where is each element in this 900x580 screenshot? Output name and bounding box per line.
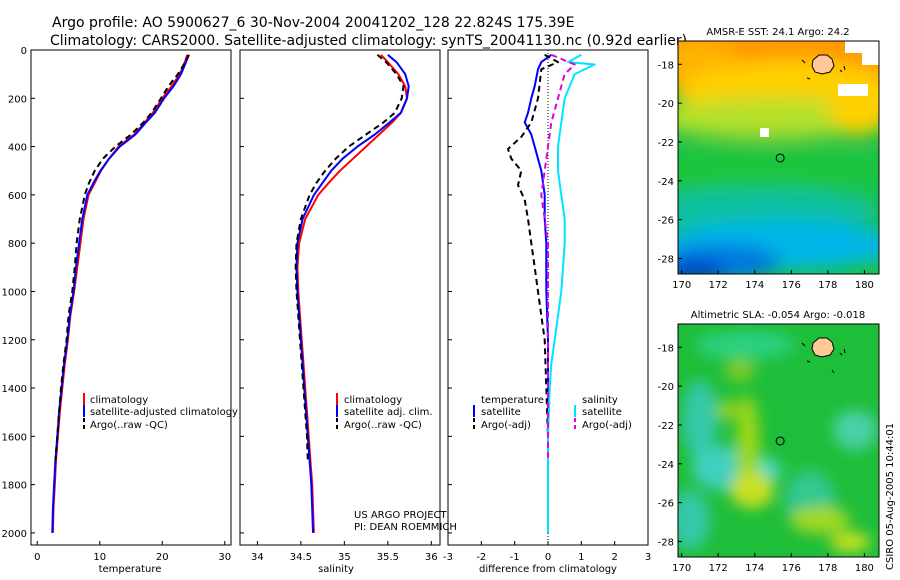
- legend-satellite-adjusted: satellite-adjusted climatology: [90, 407, 238, 418]
- project-note-line-1: US ARGO PROJECT: [354, 510, 448, 521]
- map-x-tick-label: 180: [855, 563, 874, 574]
- x-tick-label: 0: [545, 552, 551, 563]
- legend-temperature-title: temperature: [481, 395, 544, 406]
- legend-climatology: climatology: [90, 395, 148, 406]
- temperature-legend: climatology satellite-adjusted climatolo…: [83, 393, 238, 431]
- map-y-tick-label: -20: [658, 99, 674, 110]
- legend-temp-satellite: satellite: [481, 407, 521, 418]
- y-tick-label: 1600: [2, 432, 27, 443]
- y-tick-label: 1800: [2, 481, 27, 492]
- header-line-1: Argo profile: AO 5900627_6 30-Nov-2004 2…: [52, 15, 574, 31]
- x-tick-label: 35.5: [377, 552, 399, 563]
- map-y-tick-label: -20: [658, 382, 674, 393]
- map-x-tick-label: 180: [855, 280, 874, 291]
- map-x-tick-label: 170: [672, 563, 691, 574]
- legend-argo: Argo(..raw -QC): [90, 420, 168, 431]
- legend-salinity-title: salinity: [582, 395, 618, 406]
- project-note-line-2: PI: DEAN ROEMMICH: [354, 522, 457, 533]
- temperature-panel: [30, 49, 232, 546]
- x-tick-label: 10: [93, 552, 106, 563]
- sla-map: [678, 324, 879, 557]
- x-tick-label: 0: [34, 552, 40, 563]
- x-tick-label: 34: [251, 552, 264, 563]
- map-x-tick-label: 176: [782, 563, 801, 574]
- x-tick-label: 34.5: [290, 552, 312, 563]
- x-axis-label-salinity: salinity: [318, 564, 354, 575]
- series-line-climatology: [296, 54, 408, 533]
- map-x-tick-label: 172: [709, 280, 728, 291]
- legend-climatology: climatology: [344, 395, 402, 406]
- y-tick-label: 800: [8, 239, 27, 250]
- series-line-argo-raw-qc-: [294, 54, 405, 461]
- map-x-tick-label: 170: [672, 280, 691, 291]
- map-x-tick-label: 176: [782, 280, 801, 291]
- y-tick-label: 1200: [2, 336, 27, 347]
- map-y-tick-label: -22: [658, 138, 674, 149]
- x-tick-label: -1: [510, 552, 520, 563]
- sst-map: [678, 41, 879, 274]
- x-tick-label: 2: [611, 552, 617, 563]
- profile-panel-1: 34 34.5 35 35.5 36: [240, 49, 438, 563]
- x-tick-label: 3: [645, 552, 651, 563]
- x-tick-label: -3: [443, 552, 453, 563]
- y-tick-label: 400: [8, 143, 27, 154]
- series-line-satellite: [547, 53, 596, 533]
- map-x-tick-label: 172: [709, 563, 728, 574]
- map-axes-4: 170 172 174 176 178 180 -18 -20 -22 -24 -26 -28: [658, 343, 874, 574]
- legend-temp-argo: Argo(-adj): [481, 420, 531, 431]
- series-line-argo-adj-: [540, 53, 576, 461]
- map-axes-3: 170 172 174 176 178 180 -18 -20 -22 -24 -26 -28: [658, 60, 874, 291]
- map-y-tick-label: -24: [658, 460, 674, 471]
- x-tick-label: 36: [425, 552, 438, 563]
- map-y-tick-label: -22: [658, 421, 674, 432]
- series-line-satellite-adj-clim-: [295, 54, 410, 533]
- x-tick-label: -2: [476, 552, 486, 563]
- x-tick-label: 20: [156, 552, 169, 563]
- legend-sal-satellite: satellite: [582, 407, 622, 418]
- map-x-tick-label: 178: [818, 563, 837, 574]
- map-y-tick-label: -26: [658, 499, 674, 510]
- legend-sal-argo: Argo(-adj): [582, 420, 632, 431]
- profile-panel-2: -3 -2 -1 0 1 2 3: [443, 49, 651, 563]
- y-tick-label: 2000: [2, 529, 27, 540]
- map-y-tick-label: -18: [658, 343, 674, 354]
- sla-map-title: Altimetric SLA: -0.054 Argo: -0.018: [691, 310, 866, 321]
- y-tick-label: 1400: [2, 384, 27, 395]
- x-tick-label: 30: [218, 552, 231, 563]
- y-tick-label: 1000: [2, 287, 27, 298]
- y-tick-label: 200: [8, 94, 27, 105]
- salinity-panel: [239, 49, 441, 546]
- legend-argo: Argo(..raw -QC): [344, 420, 422, 431]
- series-line-argo-raw-qc-: [54, 54, 190, 461]
- series-line-satellite: [523, 53, 552, 533]
- profile-panel-0: 0 10 20 30 0 200 400 600 800 1000 1200 1400 1600 1800…: [2, 46, 232, 563]
- x-tick-label: 1: [578, 552, 584, 563]
- x-axis-label-difference: difference from climatology: [479, 564, 617, 575]
- map-y-tick-label: -28: [658, 254, 674, 265]
- difference-legend: temperature satellite Argo(-adj) salinit…: [473, 395, 632, 431]
- legend-satellite-adj: satellite adj. clim.: [344, 407, 433, 418]
- series-line-satellite-adjusted-climatology: [51, 54, 190, 533]
- y-tick-label: 0: [21, 46, 27, 57]
- y-tick-label: 600: [8, 191, 27, 202]
- header-line-2: Climatology: CARS2000. Satellite-adjuste…: [50, 33, 687, 49]
- x-axis-label-temperature: temperature: [99, 564, 162, 575]
- map-y-tick-label: -24: [658, 177, 674, 188]
- map-x-tick-label: 174: [745, 280, 764, 291]
- map-y-tick-label: -26: [658, 216, 674, 227]
- map-y-tick-label: -18: [658, 60, 674, 71]
- sla-map-frame: [677, 323, 880, 558]
- salinity-legend: climatology satellite adj. clim. Argo(..…: [336, 393, 433, 431]
- map-x-tick-label: 178: [818, 280, 837, 291]
- argo-location-marker: [775, 436, 785, 446]
- map-x-tick-label: 174: [745, 563, 764, 574]
- map-y-tick-label: -28: [658, 537, 674, 548]
- timestamp-label: CSIRO 05-Aug-2005 10:44:01: [885, 423, 896, 570]
- sst-map-frame: [677, 40, 880, 275]
- argo-location-marker: [775, 153, 785, 163]
- x-tick-label: 35: [338, 552, 351, 563]
- series-line-argo-adj-: [507, 53, 559, 461]
- sst-map-title: AMSR-E SST: 24.1 Argo: 24.2: [706, 27, 849, 38]
